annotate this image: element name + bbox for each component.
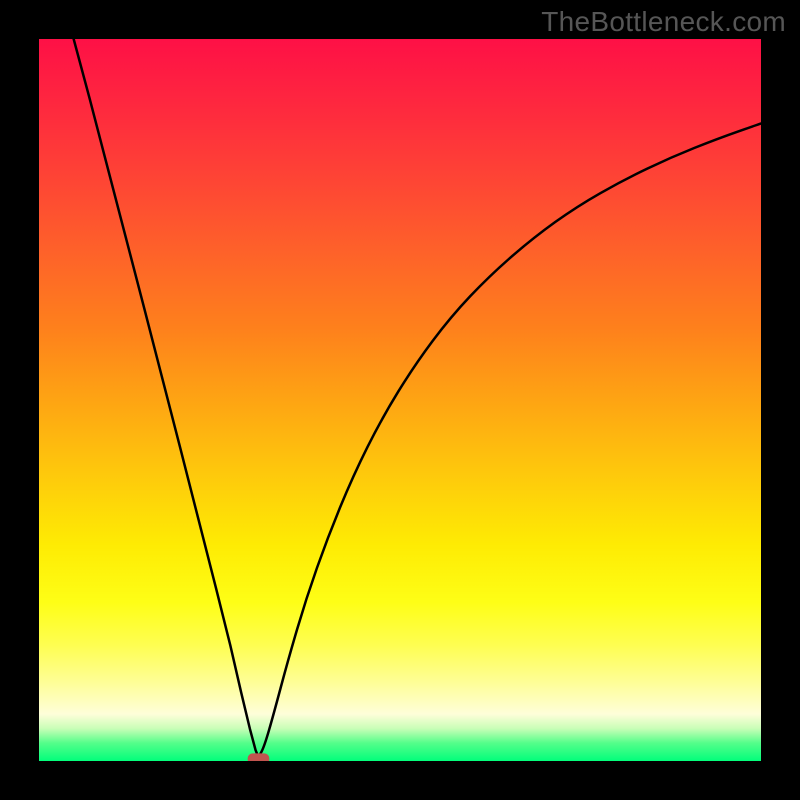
chart-svg	[39, 39, 761, 761]
optimal-marker	[248, 753, 270, 761]
chart-background	[39, 39, 761, 761]
chart-plot-area	[39, 39, 761, 761]
watermark-text: TheBottleneck.com	[541, 6, 786, 38]
